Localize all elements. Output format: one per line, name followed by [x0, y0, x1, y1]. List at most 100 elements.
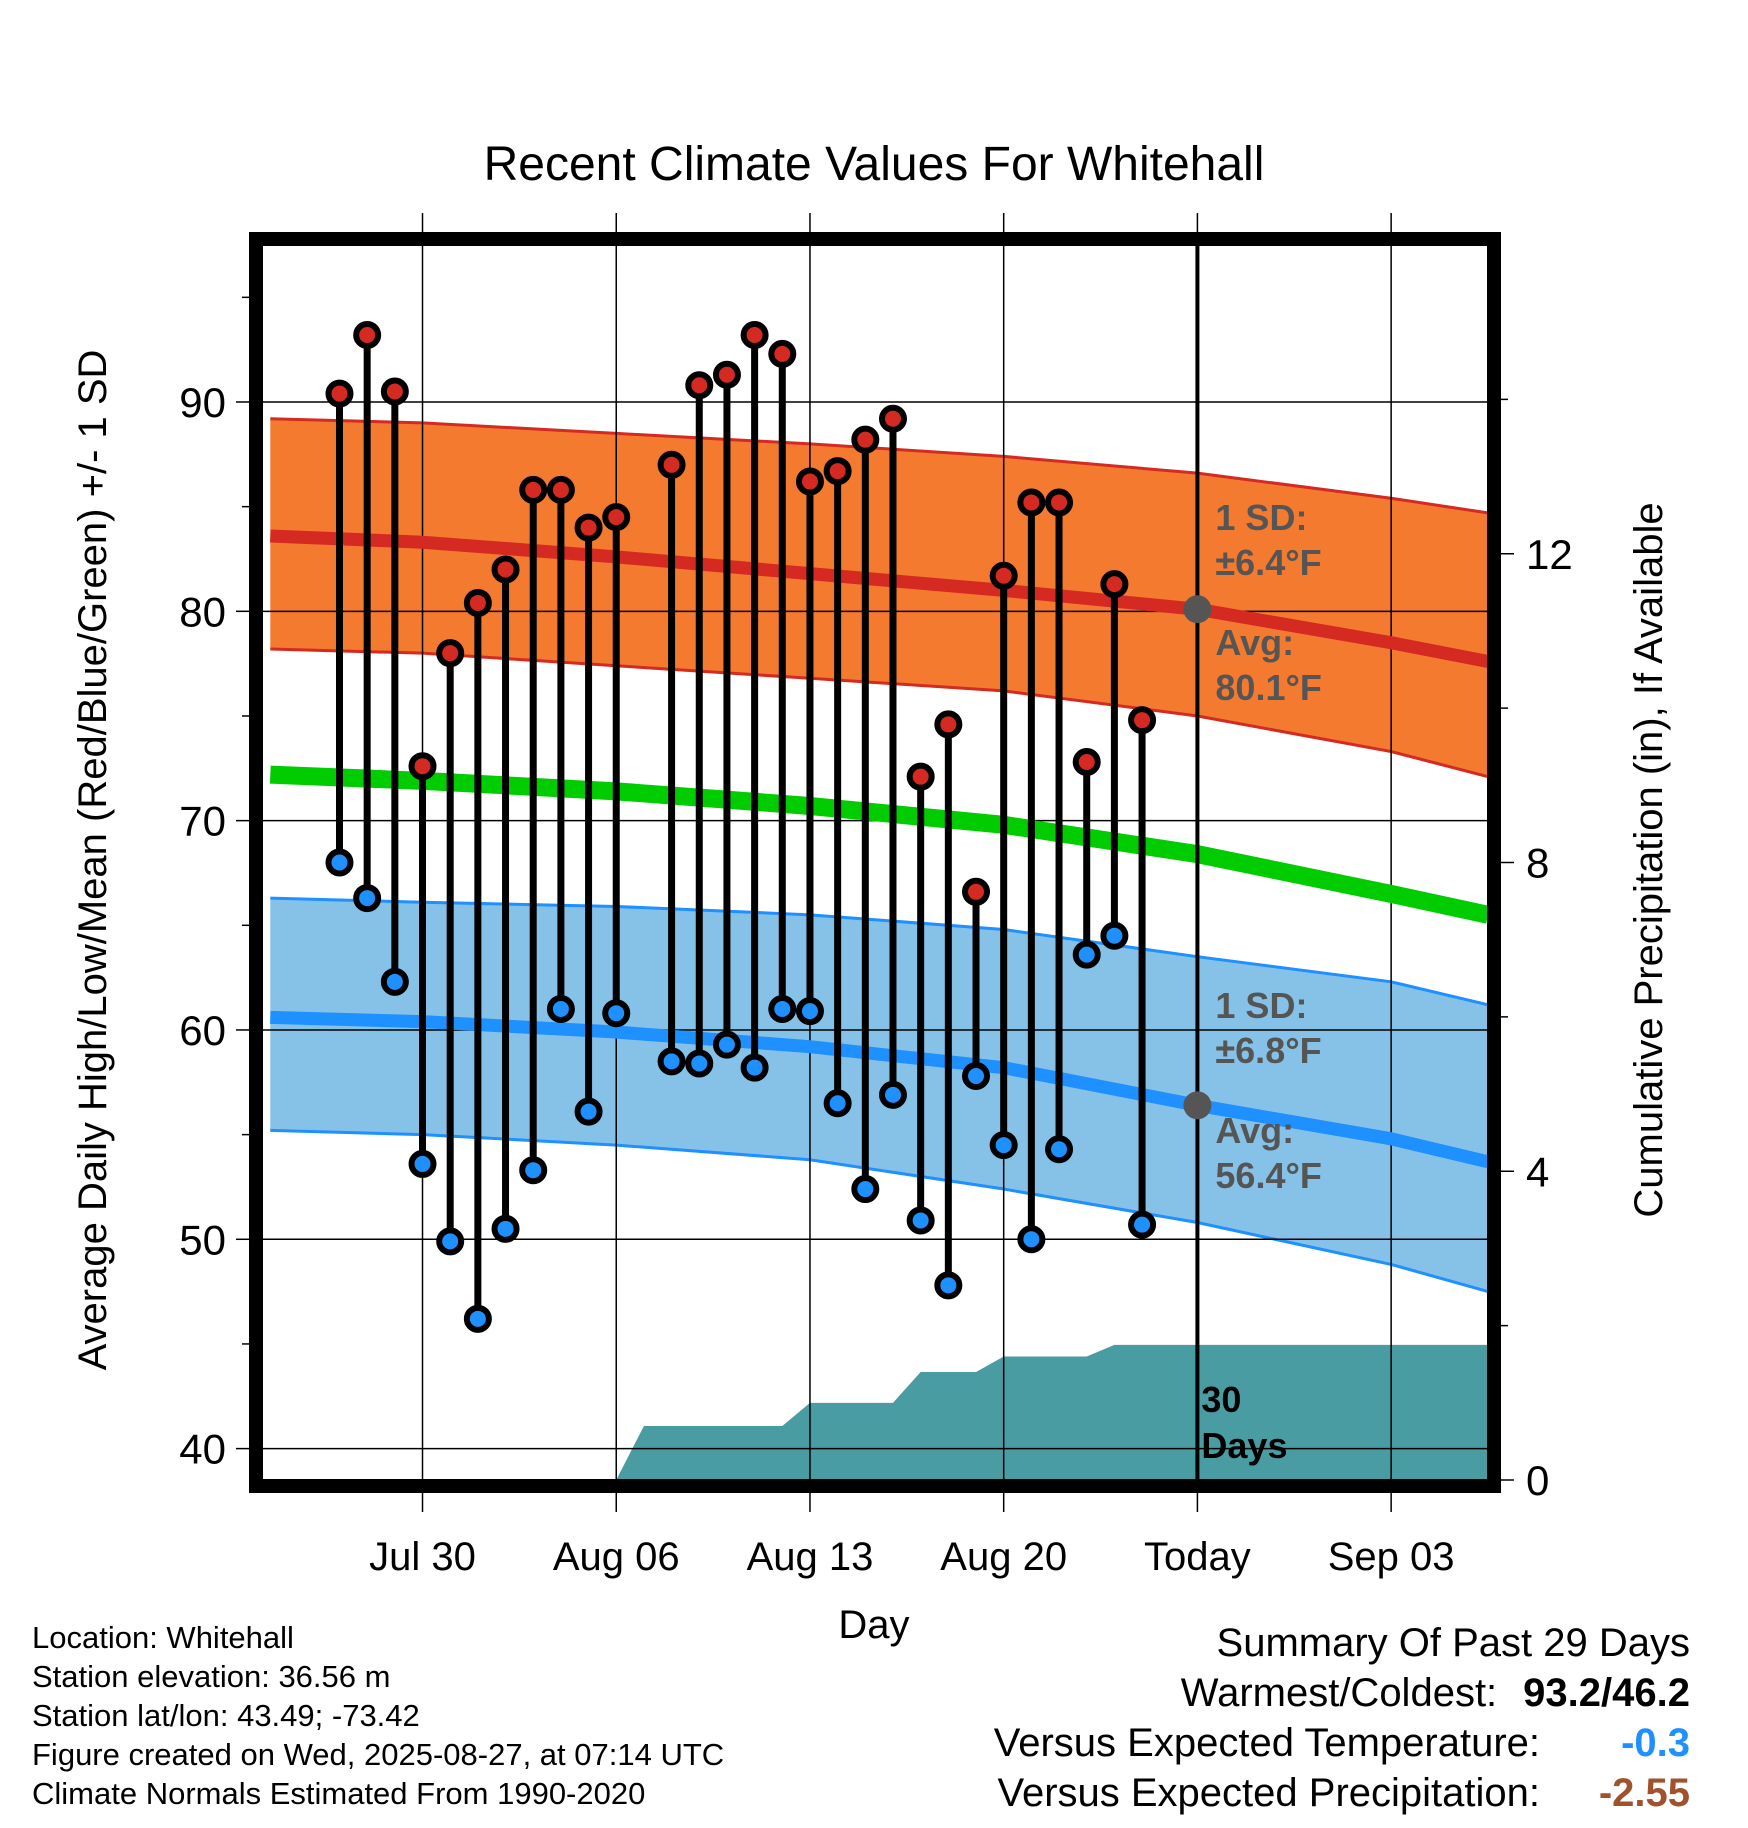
normals-period: Climate Normals Estimated From 1990-2020 [32, 1776, 646, 1811]
y-left-tick-label: 90 [179, 379, 226, 426]
high-sd-label: 1 SD: [1215, 497, 1307, 538]
temp-departure-value: -0.3 [1621, 1721, 1690, 1765]
observed-high-point [325, 379, 354, 408]
high-avg-value: 80.1°F [1215, 667, 1321, 708]
y-axis-label-left: Average Daily High/Low/Mean (Red/Blue/Gr… [71, 350, 115, 1371]
precipitation-area [270, 1344, 1488, 1480]
station-info: Location: Whitehall Station elevation: 3… [32, 1618, 724, 1813]
observed-high-point [380, 377, 409, 406]
observed-high-point [519, 475, 548, 504]
observed-low-point [380, 967, 409, 996]
observed-high-point [1045, 488, 1074, 517]
observed-high-point [768, 339, 797, 368]
observed-high-point [463, 588, 492, 617]
observed-low-point [795, 997, 824, 1026]
observed-high-point [823, 457, 852, 486]
high-sd-band [270, 418, 1488, 777]
observed-high-point [491, 555, 520, 584]
observed-low-point [1159, 0, 1181, 11]
observed-low-point [989, 1131, 1018, 1160]
station-elevation: Station elevation: 36.56 m [32, 1659, 391, 1694]
today-low-normal-marker [1183, 1091, 1212, 1120]
observed-low-point [934, 1271, 963, 1300]
summary-precip: Versus Expected Precipitation: -2.55 [994, 1768, 1690, 1818]
y-left-tick-label: 50 [179, 1216, 226, 1263]
y-left-tick-label: 40 [179, 1426, 226, 1473]
observed-low-point [740, 1053, 769, 1082]
days-label-number: 30 [1201, 1379, 1241, 1420]
observed-high-point [685, 371, 714, 400]
observed-low-point [1017, 1225, 1046, 1254]
y-left-tick-label: 60 [179, 1007, 226, 1054]
low-avg-value: 56.4°F [1215, 1155, 1321, 1196]
observed-low-point [574, 1097, 603, 1126]
observed-high-point [851, 425, 880, 454]
observed-low-point [353, 884, 382, 913]
high-normal-line [270, 529, 1488, 668]
x-tick-label: Jul 30 [369, 1535, 476, 1579]
warm-cold-label: Warmest/Coldest: [1180, 1671, 1498, 1715]
observed-low-point [851, 1175, 880, 1204]
x-tick-label: Sep 03 [1328, 1535, 1455, 1579]
observed-low-point [657, 1047, 686, 1076]
observed-high-point [1100, 570, 1129, 599]
x-tick-label: Aug 06 [553, 1535, 680, 1579]
observed-low-point [685, 1049, 714, 1078]
y-right-tick-label: 12 [1526, 531, 1573, 578]
low-normal-line [270, 1010, 1488, 1169]
low-avg-label: Avg: [1215, 1110, 1294, 1151]
observed-high-point [602, 503, 631, 532]
x-tick-label: Aug 13 [747, 1535, 874, 1579]
observed-low-point [823, 1089, 852, 1118]
observed-low-point [546, 995, 575, 1024]
high-sd-value: ±6.4°F [1215, 542, 1321, 583]
observed-high-point [574, 513, 603, 542]
observed-high-point [353, 321, 382, 350]
plot-frame [249, 232, 1501, 1493]
observed-high-point [1017, 488, 1046, 517]
observed-low-point [602, 999, 631, 1028]
today-high-normal-marker [1183, 595, 1212, 624]
station-latlon: Station lat/lon: 43.49; -73.42 [32, 1698, 420, 1733]
observed-low-point [463, 1304, 492, 1333]
x-axis-label: Day [838, 1603, 909, 1647]
summary-warm-cold: Warmest/Coldest: 93.2/46.2 [994, 1668, 1690, 1718]
observed-high-point [878, 404, 907, 433]
precip-departure-value: -2.55 [1598, 1771, 1690, 1815]
observed-low-point [1045, 1135, 1074, 1164]
station-location: Location: Whitehall [32, 1620, 294, 1655]
temp-departure-label: Versus Expected Temperature: [993, 1721, 1540, 1765]
chart-title: Recent Climate Values For Whitehall [484, 138, 1265, 191]
mean-normal-line [269, 765, 1488, 924]
y-left-tick-label: 80 [179, 588, 226, 635]
observed-high-point [408, 752, 437, 781]
observed-low-point [519, 1156, 548, 1185]
observed-high-point [795, 467, 824, 496]
observed-low-point [906, 1206, 935, 1235]
low-sd-label: 1 SD: [1215, 985, 1307, 1026]
precip-departure-label: Versus Expected Precipitation: [997, 1771, 1540, 1815]
warm-cold-value: 93.2/46.2 [1523, 1671, 1690, 1715]
observed-high-point [1159, 0, 1181, 11]
observed-low-point [325, 848, 354, 877]
observed-high-point [657, 450, 686, 479]
summary-panel: Summary Of Past 29 Days Warmest/Coldest:… [994, 1618, 1690, 1818]
summary-title: Summary Of Past 29 Days [1216, 1621, 1690, 1665]
low-sd-upper-line [270, 896, 1488, 1007]
summary-temp: Versus Expected Temperature: -0.3 [994, 1718, 1690, 1768]
observed-high-point [546, 475, 575, 504]
x-tick-label: Aug 20 [940, 1535, 1067, 1579]
observed-high-point [712, 360, 741, 389]
y-right-tick-label: 0 [1526, 1457, 1549, 1504]
y-axis-label-right: Cumulative Precipitation (in), If Availa… [1627, 502, 1671, 1217]
observed-high-point [989, 561, 1018, 590]
observed-low-point [436, 1227, 465, 1256]
observed-high-point [740, 321, 769, 350]
observed-low-point [712, 1030, 741, 1059]
figure-created: Figure created on Wed, 2025-08-27, at 07… [32, 1737, 725, 1772]
high-sd-upper-line [270, 417, 1488, 515]
y-right-tick-label: 8 [1526, 840, 1549, 887]
observed-low-point [1072, 940, 1101, 969]
